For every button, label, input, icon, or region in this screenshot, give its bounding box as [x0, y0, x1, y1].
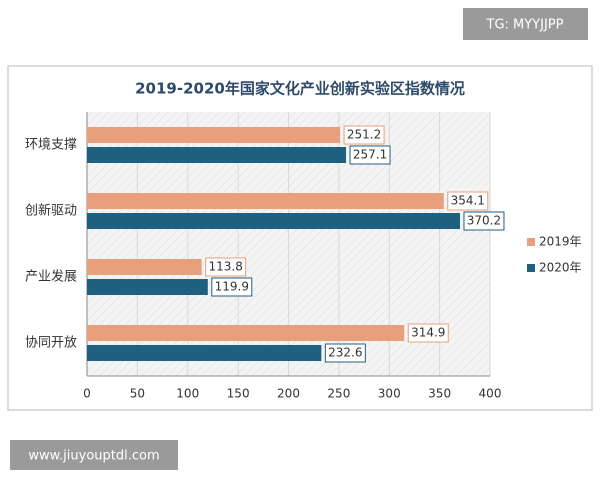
legend-label: 2019年 [539, 235, 582, 249]
bar [87, 213, 460, 229]
bar [87, 127, 341, 143]
data-label: 119.9 [215, 280, 249, 294]
watermark: TG: MYYJJPP [486, 18, 564, 33]
x-tick-label: 350 [428, 387, 451, 401]
y-tick-label: 协同开放 [25, 336, 77, 351]
y-tick-label: 产业发展 [25, 269, 77, 285]
x-tick-label: 250 [327, 387, 350, 401]
data-label-box [463, 211, 505, 231]
y-tick-label: 创新驱动 [25, 203, 77, 219]
x-tick-label: 150 [227, 387, 250, 401]
data-label-box [343, 125, 385, 145]
x-tick-label: 50 [130, 387, 145, 401]
x-tick-label: 100 [176, 387, 199, 401]
watermark: www.jiuyouptdl.com [28, 449, 159, 464]
data-label-box [205, 257, 247, 277]
x-tick-label: 300 [378, 387, 401, 401]
bar [87, 345, 322, 361]
y-tick-label: 环境支撑 [25, 138, 77, 153]
data-label-box [447, 191, 489, 211]
data-label: 314.9 [411, 326, 445, 340]
data-label-box [324, 343, 366, 363]
legend-swatch [527, 238, 535, 246]
x-tick-label: 400 [479, 387, 502, 401]
watermark-box [463, 8, 588, 40]
bar [87, 147, 347, 163]
bar [87, 325, 405, 341]
bar [87, 279, 208, 295]
data-label: 113.8 [208, 260, 242, 274]
data-label: 354.1 [451, 194, 485, 208]
watermark-box [10, 440, 178, 470]
data-label-box [349, 145, 391, 165]
data-label: 232.6 [328, 346, 362, 360]
data-label-box [211, 277, 253, 297]
data-label-box [407, 323, 449, 343]
bar [87, 259, 202, 275]
data-label: 370.2 [467, 214, 501, 228]
bar [87, 193, 444, 209]
x-tick-label: 0 [83, 387, 91, 401]
chart-title: 2019-2020年国家文化产业创新实验区指数情况 [135, 80, 465, 98]
legend-label: 2020年 [539, 261, 582, 275]
x-tick-label: 200 [277, 387, 300, 401]
data-label: 257.1 [353, 148, 387, 162]
data-label: 251.2 [347, 128, 381, 142]
legend-swatch [527, 264, 535, 272]
